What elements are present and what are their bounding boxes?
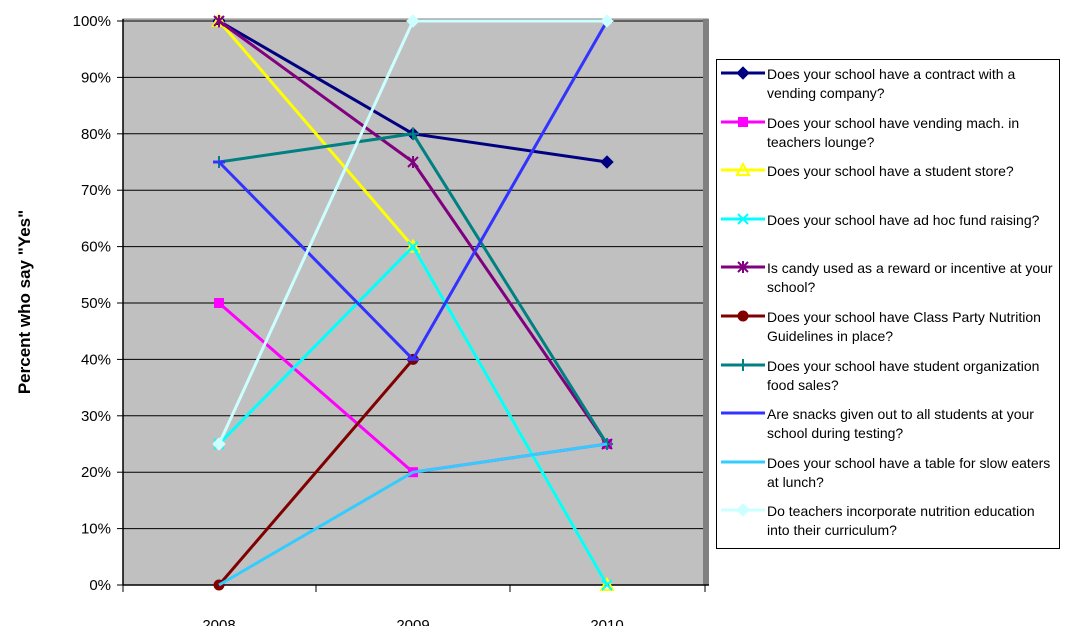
data-point	[737, 358, 749, 371]
data-point	[407, 240, 419, 253]
legend-swatch	[721, 411, 765, 415]
y-tick-label: 70%	[81, 182, 111, 199]
y-tick-label: 30%	[81, 408, 111, 425]
legend-swatch	[721, 116, 765, 127]
data-point	[736, 66, 750, 80]
data-point	[406, 14, 420, 28]
legend-label: Does your school have Class Party Nutrit…	[767, 309, 1041, 344]
y-tick-label: 100%	[73, 13, 111, 30]
legend-swatch	[721, 310, 765, 322]
series-line	[218, 442, 608, 587]
y-tick-label: 0%	[89, 577, 111, 594]
y-axis-tick-labels: 0% 10% 20% 30% 40% 50% 60% 70% 80% 90% 100%	[73, 13, 111, 594]
plot-area-right-border	[703, 19, 709, 585]
legend-item: Does your school have vending mach. in t…	[717, 111, 1059, 160]
legend: Does your school have a contract with a …	[716, 59, 1060, 549]
series-8	[218, 442, 608, 587]
legend-label: Does your school have a student store?	[767, 163, 1014, 180]
series-line	[217, 358, 415, 586]
x-tick-label: 2009	[396, 617, 429, 626]
y-tick-label: 20%	[81, 464, 111, 481]
legend-label: Does your school have ad hoc fund raisin…	[767, 211, 1040, 228]
legend-label: Does your school have a contract with a …	[767, 66, 1016, 101]
legend-label: Does your school have student organizati…	[767, 357, 1040, 393]
data-point	[735, 162, 751, 177]
legend-swatch	[721, 66, 765, 80]
data-point	[737, 310, 749, 322]
y-axis-label: Percent who say "Yes"	[15, 210, 34, 394]
y-tick-label: 90%	[81, 69, 111, 86]
data-point	[212, 437, 226, 451]
y-tick-label: 60%	[81, 239, 111, 256]
data-point	[738, 116, 748, 127]
plot-area	[122, 18, 709, 586]
y-tick-label: 40%	[81, 351, 111, 368]
legend-swatch	[721, 162, 765, 177]
legend-label: Does your school have a table for slow e…	[767, 454, 1051, 490]
data-point	[736, 503, 750, 518]
legend-swatch	[721, 503, 765, 518]
legend-item: Does your school have Class Party Nutrit…	[717, 305, 1059, 354]
legend-swatch	[721, 213, 765, 225]
legend-swatch	[721, 358, 765, 371]
data-point	[601, 579, 613, 591]
x-tick-label: 2010	[590, 617, 623, 626]
legend-item: Does your school have a student store?	[717, 159, 1059, 208]
data-point	[407, 156, 419, 168]
data-point	[737, 261, 749, 274]
legend-item: Does your school have ad hoc fund raisin…	[717, 208, 1059, 257]
legend-label: Does your school have vending mach. in t…	[767, 114, 1020, 150]
legend-item: Does your school have a table for slow e…	[717, 451, 1059, 500]
data-point	[600, 14, 614, 28]
data-point	[214, 298, 224, 308]
series-group	[211, 12, 615, 591]
y-tick-label: 50%	[81, 295, 111, 312]
legend-item: Are snacks given out to all students at …	[717, 402, 1059, 451]
legend-swatch	[721, 460, 765, 464]
legend-item: Is candy used as a reward or incentive a…	[717, 256, 1059, 305]
data-point	[599, 576, 615, 591]
y-tick-label: 80%	[81, 126, 111, 143]
legend-swatch	[721, 261, 765, 274]
legend-item: Does your school have a contract with a …	[717, 62, 1059, 111]
data-point	[213, 15, 225, 27]
data-point	[737, 213, 749, 225]
data-point	[407, 127, 419, 140]
legend-item: Do teachers incorporate nutrition educat…	[717, 499, 1059, 548]
x-tick-label: 2008	[202, 617, 235, 626]
legend-label: Is candy used as a reward or incentive a…	[767, 260, 1053, 296]
data-point	[405, 238, 421, 253]
data-point	[600, 155, 614, 169]
y-tick-label: 10%	[81, 521, 111, 538]
x-axis-tick-labels: 2008 2009 2010	[202, 617, 623, 626]
legend-label: Are snacks given out to all students at …	[767, 406, 1034, 442]
legend-item: Does your school have student organizati…	[717, 354, 1059, 403]
legend-label: Do teachers incorporate nutrition educat…	[767, 503, 1035, 539]
series-9	[212, 14, 614, 451]
